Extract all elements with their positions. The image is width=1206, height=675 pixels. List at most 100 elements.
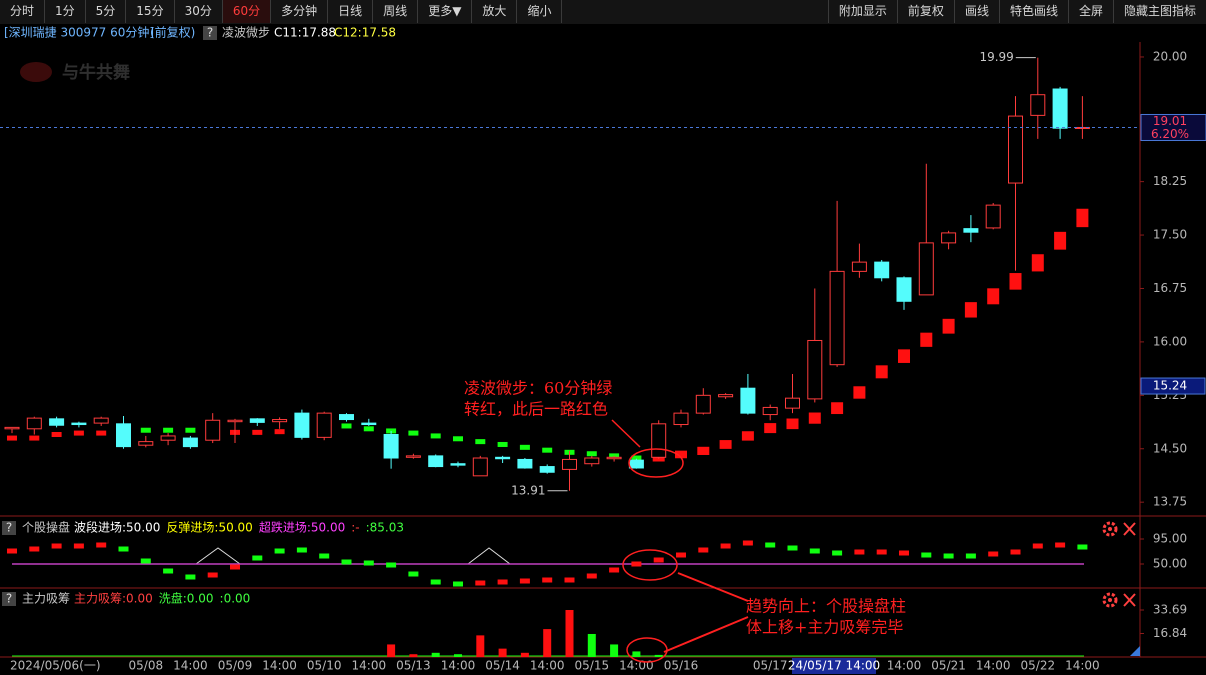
settings-icon[interactable] [1102, 592, 1118, 608]
help-box[interactable] [2, 592, 16, 606]
toolbar-button[interactable]: 画线 [953, 0, 999, 23]
signal-bar [653, 557, 664, 563]
period-buttons: 分时 1分 5分 15分 30分 60分 多分钟 日线 周线 更多▼ 放大 缩小 [0, 0, 563, 24]
trend-block [741, 431, 754, 441]
toolbar-button[interactable]: 多分钟 [271, 0, 329, 23]
signal-bar [965, 553, 976, 559]
trend-block [786, 418, 799, 430]
close-icon[interactable] [1123, 522, 1136, 536]
trend-block [853, 386, 866, 399]
candle-body [249, 418, 265, 423]
toolbar-button[interactable]: 前复权 [896, 0, 954, 23]
help-icon[interactable]: ? [207, 26, 213, 40]
signal-bar [586, 573, 597, 579]
toolbar-button[interactable]: 5分 [86, 0, 127, 23]
highlight-ellipse [622, 549, 678, 581]
toolbar-button[interactable]: 缩小 [517, 0, 563, 23]
toolbar-button[interactable]: 隐藏主图指标 [1112, 0, 1206, 23]
annotation: 趋势向上：个股操盘柱 [746, 597, 906, 616]
bar [543, 629, 552, 657]
signal-bar [921, 552, 932, 558]
trend-block [96, 430, 107, 436]
signal-bar [542, 577, 553, 583]
annotation-arrow [611, 419, 641, 448]
indicator-value: C11:17.88 [274, 26, 336, 40]
y-tick-label: 13.75 [1153, 495, 1187, 509]
signal-bar [609, 567, 620, 573]
candle-body [49, 418, 65, 426]
cursor-price-box [1140, 377, 1206, 395]
toolbar-button[interactable]: 日线 [328, 0, 374, 23]
candle-body [227, 419, 243, 423]
x-tick-label: 05/15 [575, 659, 610, 673]
bar [610, 644, 619, 657]
trend-block [363, 426, 374, 432]
signal-bar [163, 568, 174, 574]
bar [587, 633, 596, 657]
signal-triangle [195, 547, 241, 565]
x-tick-label: 14:00 [262, 659, 297, 673]
help-icon[interactable]: ? [6, 592, 12, 606]
last-price-change: 6.20% [1151, 127, 1189, 141]
trend-block [942, 318, 955, 334]
candle-body [718, 394, 734, 398]
pane-title: 个股操盘 [22, 520, 70, 535]
x-tick-label: 14:00 [1065, 659, 1100, 673]
signal-bar [408, 571, 419, 577]
annotation: 凌波微步：60分钟绿 [464, 379, 612, 398]
y-tick-label: 16.84 [1153, 626, 1187, 640]
signal-bar [475, 580, 486, 586]
bar [565, 609, 574, 657]
signal-bar [341, 559, 352, 565]
toolbar-button[interactable]: 全屏 [1067, 0, 1113, 23]
toolbar-button[interactable]: 附加显示 [827, 0, 897, 23]
y-tick-label: 95.00 [1153, 532, 1187, 546]
trend-block [764, 423, 777, 434]
toolbar-button[interactable]: 60分 [222, 0, 272, 23]
toolbar-button[interactable]: 特色画线 [998, 0, 1068, 23]
help-icon[interactable]: ? [6, 521, 12, 535]
candle-body [138, 441, 154, 446]
help-box[interactable] [203, 26, 217, 40]
signal-bar [742, 540, 753, 546]
signal-bar [453, 581, 463, 587]
toolbar-button[interactable]: 15分 [126, 0, 175, 23]
settings-icon[interactable] [1102, 521, 1118, 537]
signal-bar [564, 577, 575, 583]
signal-bar [430, 579, 441, 585]
candle-body [160, 435, 176, 441]
help-box[interactable] [2, 521, 16, 535]
toolbar-button[interactable]: 30分 [175, 0, 223, 23]
x-tick-label: 05/09 [218, 659, 253, 673]
candle-body [762, 406, 778, 416]
toolbar-button[interactable]: 1分 [45, 0, 86, 23]
trend-block [163, 427, 174, 433]
toolbar-button[interactable]: 放大 [472, 0, 518, 23]
signal-bar [29, 546, 40, 552]
candle-body [71, 422, 87, 426]
candle-body [1008, 115, 1023, 184]
toolbar-button[interactable]: 分时 [0, 0, 46, 23]
close-icon[interactable] [1123, 593, 1136, 607]
background [0, 24, 1206, 675]
candle-body [405, 455, 421, 458]
annotation: 体上移+主力吸筹完毕 [746, 618, 903, 637]
legend-entry: :- [351, 521, 359, 535]
signal-bar [832, 550, 843, 556]
toolbar-button[interactable]: 周线 [373, 0, 419, 23]
signal-bar [631, 561, 642, 567]
x-tick-label: 05/17 [753, 659, 788, 673]
trend-block [875, 365, 888, 379]
candle-body [963, 228, 979, 233]
symbol: [深圳瑞捷 300977 60分钟] [4, 25, 154, 40]
signal-bar [363, 560, 374, 566]
indicator-value: C12:17.58 [334, 26, 396, 40]
bar [431, 652, 440, 657]
y-tick-label: 20.00 [1153, 49, 1187, 63]
candle-body [1030, 94, 1046, 116]
toolbar-button[interactable]: 更多▼ [418, 0, 473, 23]
trend-block [1009, 273, 1022, 290]
trend-block [586, 451, 597, 457]
candle-body [26, 417, 42, 430]
trend-block [964, 302, 977, 318]
